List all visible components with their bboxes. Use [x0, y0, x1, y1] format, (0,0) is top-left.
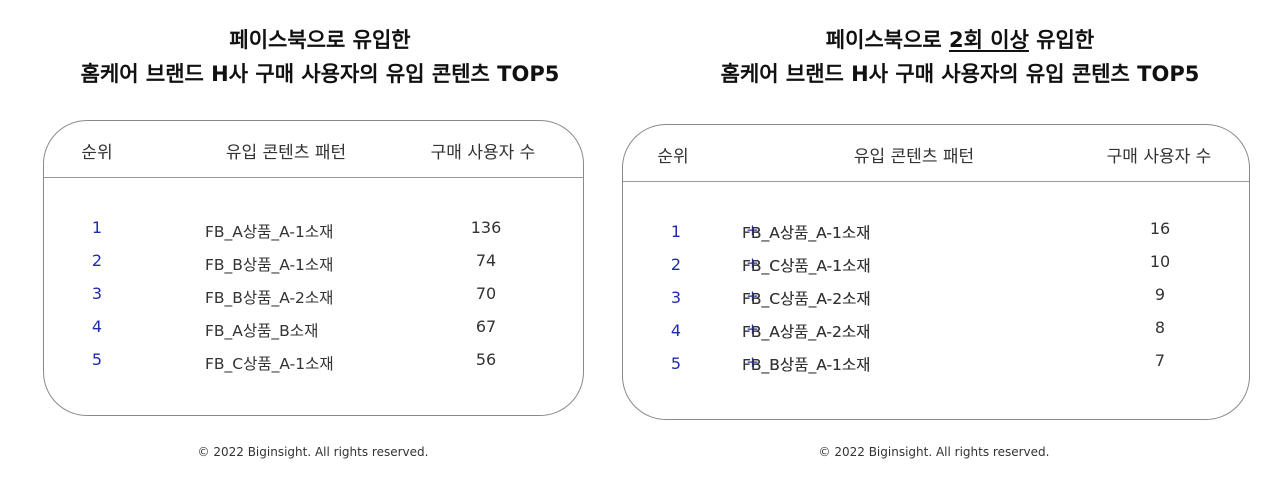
right-title-line1-post: 유입한 — [1028, 28, 1095, 52]
header-count: 구매 사용자 수 — [1106, 147, 1212, 167]
count-cell: 16 — [1149, 219, 1171, 238]
pattern-part-a: FB_C상품_A-2소재 — [742, 290, 871, 308]
plus-sign: + — [746, 287, 759, 305]
left-title-line2: 홈케어 브랜드 H사 구매 사용자의 유입 콘텐츠 TOP5 — [80, 62, 560, 86]
rank-cell: 2 — [670, 255, 682, 274]
pattern-cell: FB_B상품_A-1소재 — [205, 256, 334, 274]
table-row: 5 FB_C상품_A-1소재 56 — [44, 350, 583, 380]
left-title: 페이스북으로 유입한 홈케어 브랜드 H사 구매 사용자의 유입 콘텐츠 TOP… — [0, 23, 640, 91]
header-pattern: 유입 콘텐츠 패턴 — [225, 143, 347, 163]
count-cell: 56 — [475, 350, 497, 369]
count-cell: 67 — [475, 317, 497, 336]
pattern-part-b: FB_A상품_A-2소재 — [742, 323, 871, 341]
right-title-emphasis: 2회 이상 — [949, 28, 1029, 52]
table-row: 4 FB_A상품_A-2소재 + FB_A상품_A-2소재 8 — [623, 318, 1249, 351]
header-rank: 순위 — [81, 143, 113, 163]
pattern-part-a: FB_A상품_A-2소재 — [742, 323, 871, 341]
count-cell: 70 — [475, 284, 497, 303]
rank-cell: 1 — [670, 222, 682, 241]
pattern-cell: FB_A상품_A-1소재 — [205, 223, 334, 241]
plus-sign: + — [746, 353, 759, 371]
pattern-part-b: FB_C상품_A-1소재 — [742, 257, 871, 275]
pattern-part-a: FB_C상품_A-1소재 — [742, 257, 871, 275]
header-pattern: 유입 콘텐츠 패턴 — [853, 147, 975, 167]
table-row: 3 FB_B상품_A-2소재 70 — [44, 284, 583, 314]
right-title-line1: 페이스북으로 2회 이상 유입한 — [640, 23, 1280, 57]
right-table-header: 순위 유입 콘텐츠 패턴 구매 사용자 수 — [623, 125, 1249, 182]
table-row: 5 FB_B상품_A-1소재 + FB_B상품_A-1소재 7 — [623, 351, 1249, 384]
pattern-part-a: FB_B상품_A-1소재 — [742, 356, 871, 374]
table-row: 1 FB_A상품_A-1소재 + FB_A상품_A-1소재 16 — [623, 219, 1249, 252]
right-copyright: © 2022 Biginsight. All rights reserved. — [818, 445, 1050, 459]
plus-sign: + — [746, 221, 759, 239]
count-cell: 9 — [1154, 285, 1166, 304]
count-cell: 136 — [470, 218, 502, 237]
rank-cell: 2 — [91, 251, 103, 270]
left-table: 순위 유입 콘텐츠 패턴 구매 사용자 수 1 FB_A상품_A-1소재 136… — [43, 120, 584, 416]
pattern-cell: FB_A상품_B소재 — [205, 322, 319, 340]
rank-cell: 3 — [91, 284, 103, 303]
table-row: 4 FB_A상품_B소재 67 — [44, 317, 583, 347]
right-title-line1-pre: 페이스북으로 — [825, 28, 950, 52]
table-row: 1 FB_A상품_A-1소재 136 — [44, 218, 583, 248]
header-count: 구매 사용자 수 — [430, 143, 536, 163]
table-row: 3 FB_C상품_A-2소재 + FB_C상품_A-2소재 9 — [623, 285, 1249, 318]
pattern-part-b: FB_C상품_A-2소재 — [742, 290, 871, 308]
count-cell: 8 — [1154, 318, 1166, 337]
left-copyright: © 2022 Biginsight. All rights reserved. — [197, 445, 429, 459]
right-title-line2: 홈케어 브랜드 H사 구매 사용자의 유입 콘텐츠 TOP5 — [720, 62, 1200, 86]
table-row: 2 FB_C상품_A-1소재 + FB_C상품_A-1소재 10 — [623, 252, 1249, 285]
pattern-part-b: FB_B상품_A-1소재 — [742, 356, 871, 374]
right-title: 페이스북으로 2회 이상 유입한 홈케어 브랜드 H사 구매 사용자의 유입 콘… — [640, 23, 1280, 91]
right-table: 순위 유입 콘텐츠 패턴 구매 사용자 수 1 FB_A상품_A-1소재 + FB_… — [622, 124, 1250, 420]
rank-cell: 4 — [91, 317, 103, 336]
pattern-cell: FB_B상품_A-2소재 — [205, 289, 334, 307]
left-title-line1: 페이스북으로 유입한 — [229, 28, 411, 52]
rank-cell: 3 — [670, 288, 682, 307]
rank-cell: 1 — [91, 218, 103, 237]
pattern-part-a: FB_A상품_A-1소재 — [742, 224, 871, 242]
rank-cell: 4 — [670, 321, 682, 340]
plus-sign: + — [746, 320, 759, 338]
count-cell: 10 — [1149, 252, 1171, 271]
count-cell: 7 — [1154, 351, 1166, 370]
pattern-part-b: FB_A상품_A-1소재 — [742, 224, 871, 242]
plus-sign: + — [746, 254, 759, 272]
count-cell: 74 — [475, 251, 497, 270]
rank-cell: 5 — [91, 350, 103, 369]
rank-cell: 5 — [670, 354, 682, 373]
pattern-cell: FB_C상품_A-1소재 — [205, 355, 334, 373]
header-rank: 순위 — [657, 147, 689, 167]
table-row: 2 FB_B상품_A-1소재 74 — [44, 251, 583, 281]
left-table-header: 순위 유입 콘텐츠 패턴 구매 사용자 수 — [44, 121, 583, 178]
